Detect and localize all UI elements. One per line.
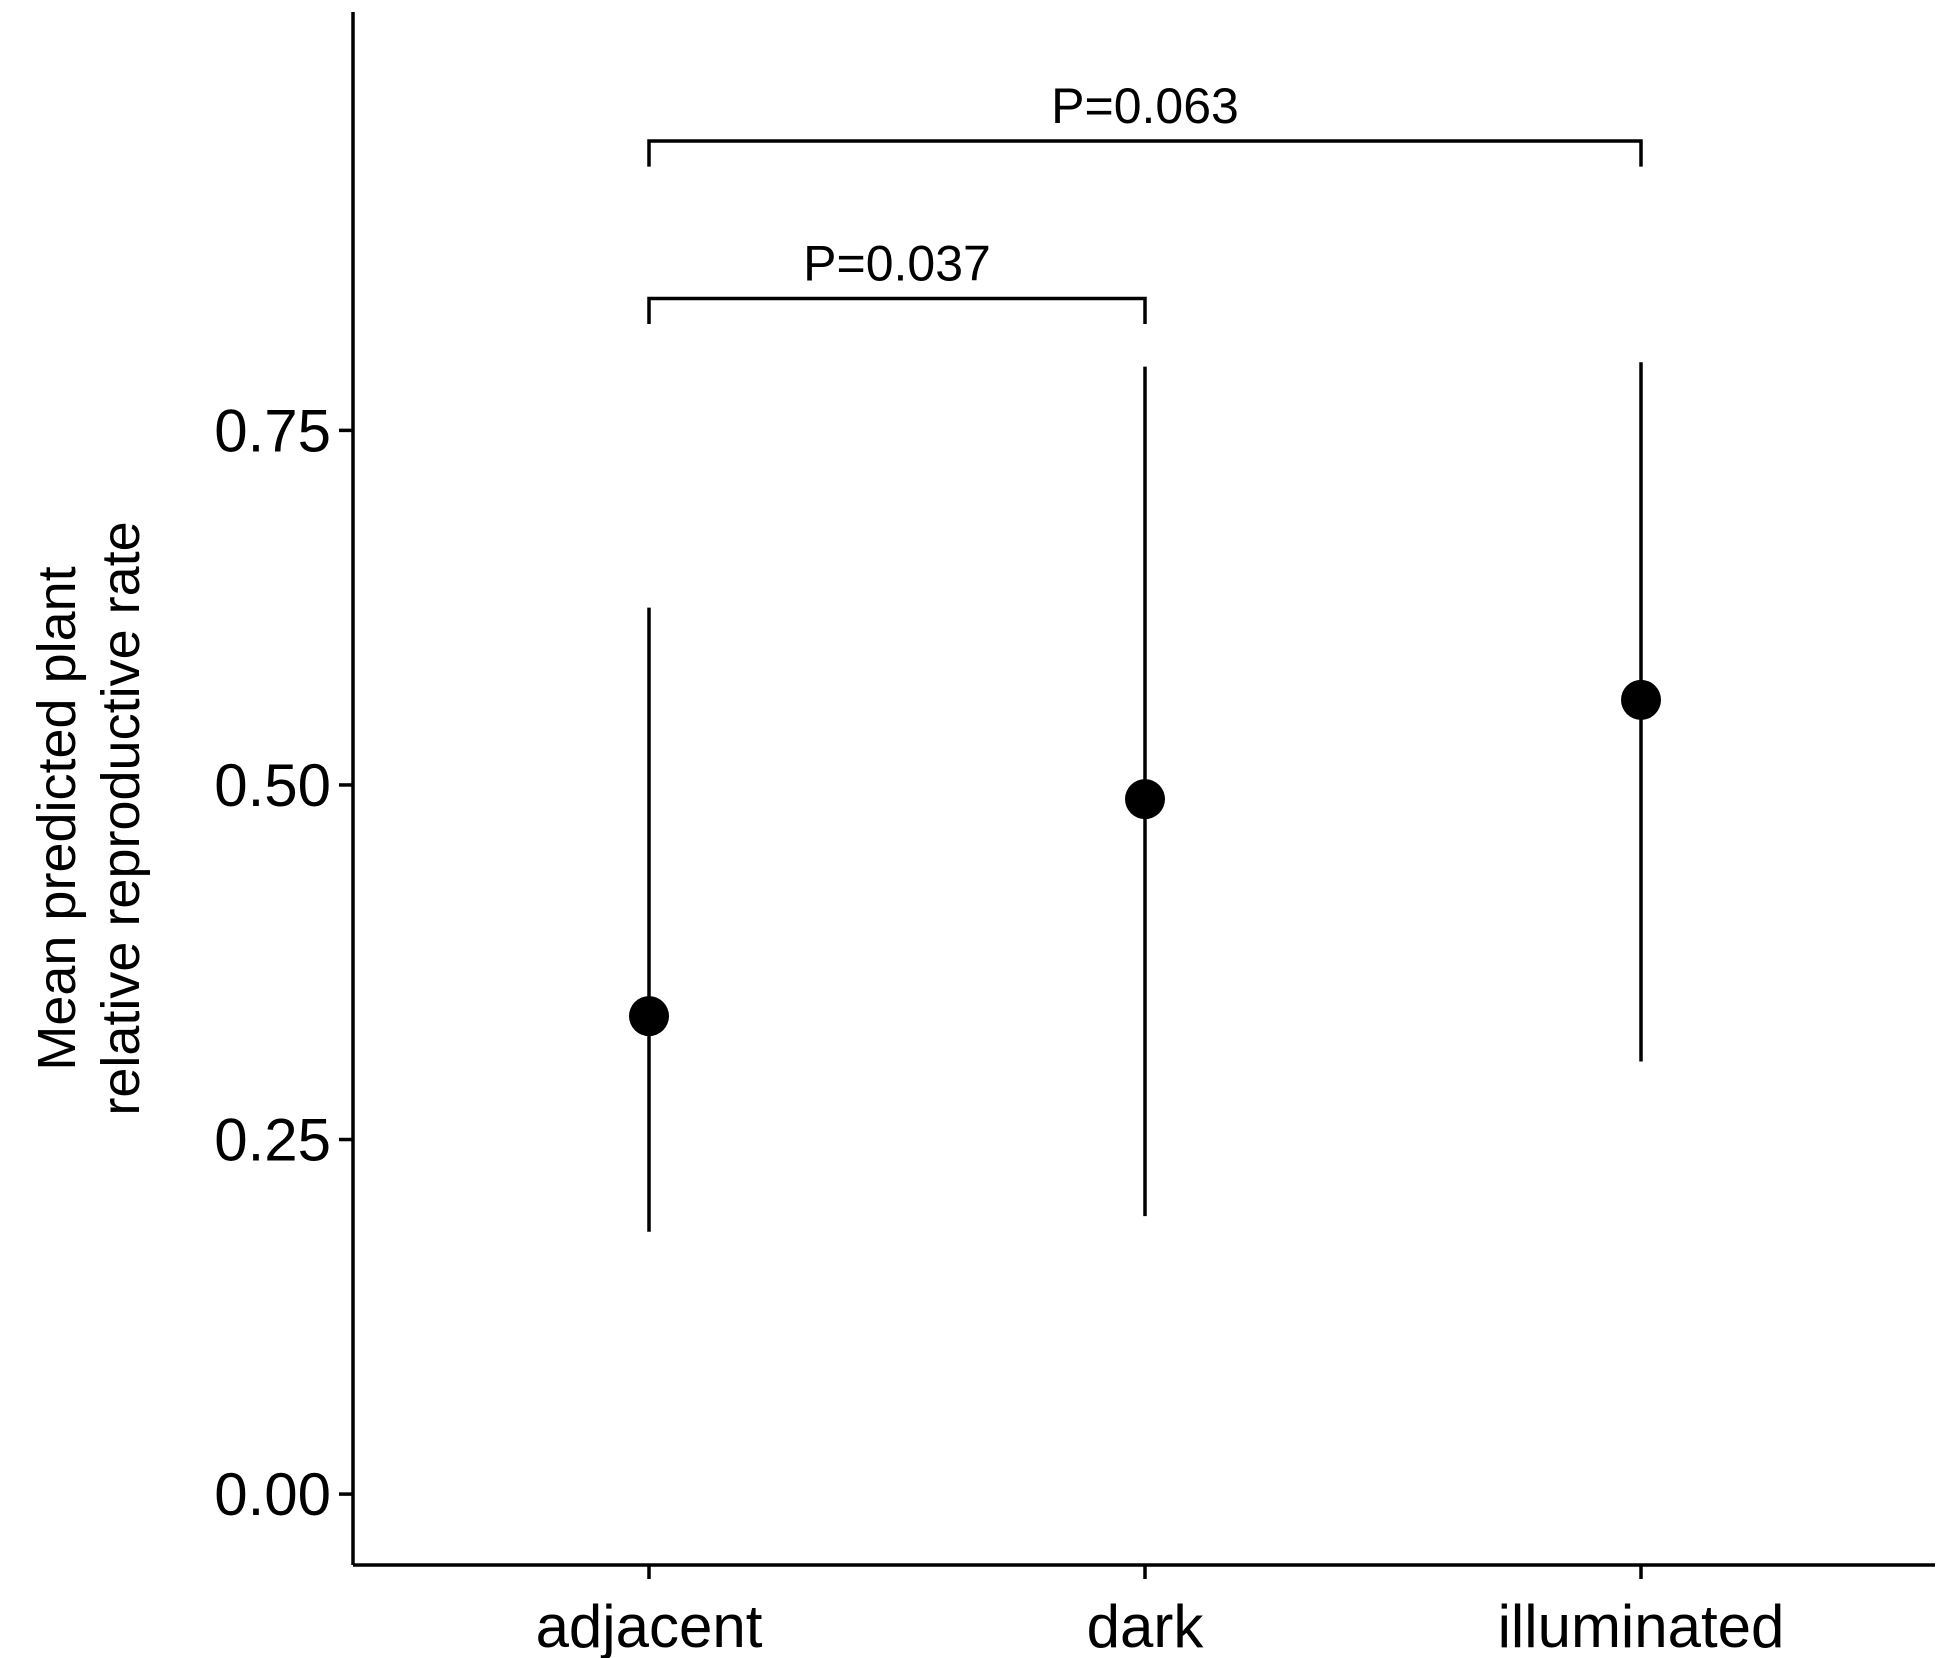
y-tick-label: 0.50 [214, 752, 331, 819]
y-axis-title-line: relative reproductive rate [91, 521, 151, 1115]
y-tick-label: 0.75 [214, 397, 331, 464]
data-point [1125, 779, 1165, 820]
x-tick-label: adjacent [536, 1593, 763, 1658]
data-point [1621, 679, 1661, 720]
y-ticks: 0.00 0.25 0.50 0.75 [214, 397, 353, 1528]
y-tick-label: 0.25 [214, 1107, 331, 1174]
y-tick-label: 0.00 [214, 1461, 331, 1528]
y-axis-title-text: Mean predicted plantrelative reproductiv… [27, 521, 151, 1115]
significance-bracket [647, 139, 1643, 167]
significance-label: P=0.037 [803, 235, 991, 291]
significance-bracket [647, 296, 1147, 325]
x-ticks: adjacent dark illuminated [536, 1565, 1785, 1658]
x-tick-label: illuminated [1498, 1593, 1785, 1658]
significance-label: P=0.063 [1051, 78, 1239, 134]
y-axis-title: Mean predicted plantrelative reproductiv… [27, 521, 151, 1115]
points [629, 679, 1661, 1037]
y-axis-title-line: Mean predicted plant [27, 566, 87, 1070]
significance-brackets: P=0.037 P=0.063 [647, 78, 1643, 325]
x-tick-label: dark [1087, 1593, 1205, 1658]
data-point [629, 996, 669, 1037]
